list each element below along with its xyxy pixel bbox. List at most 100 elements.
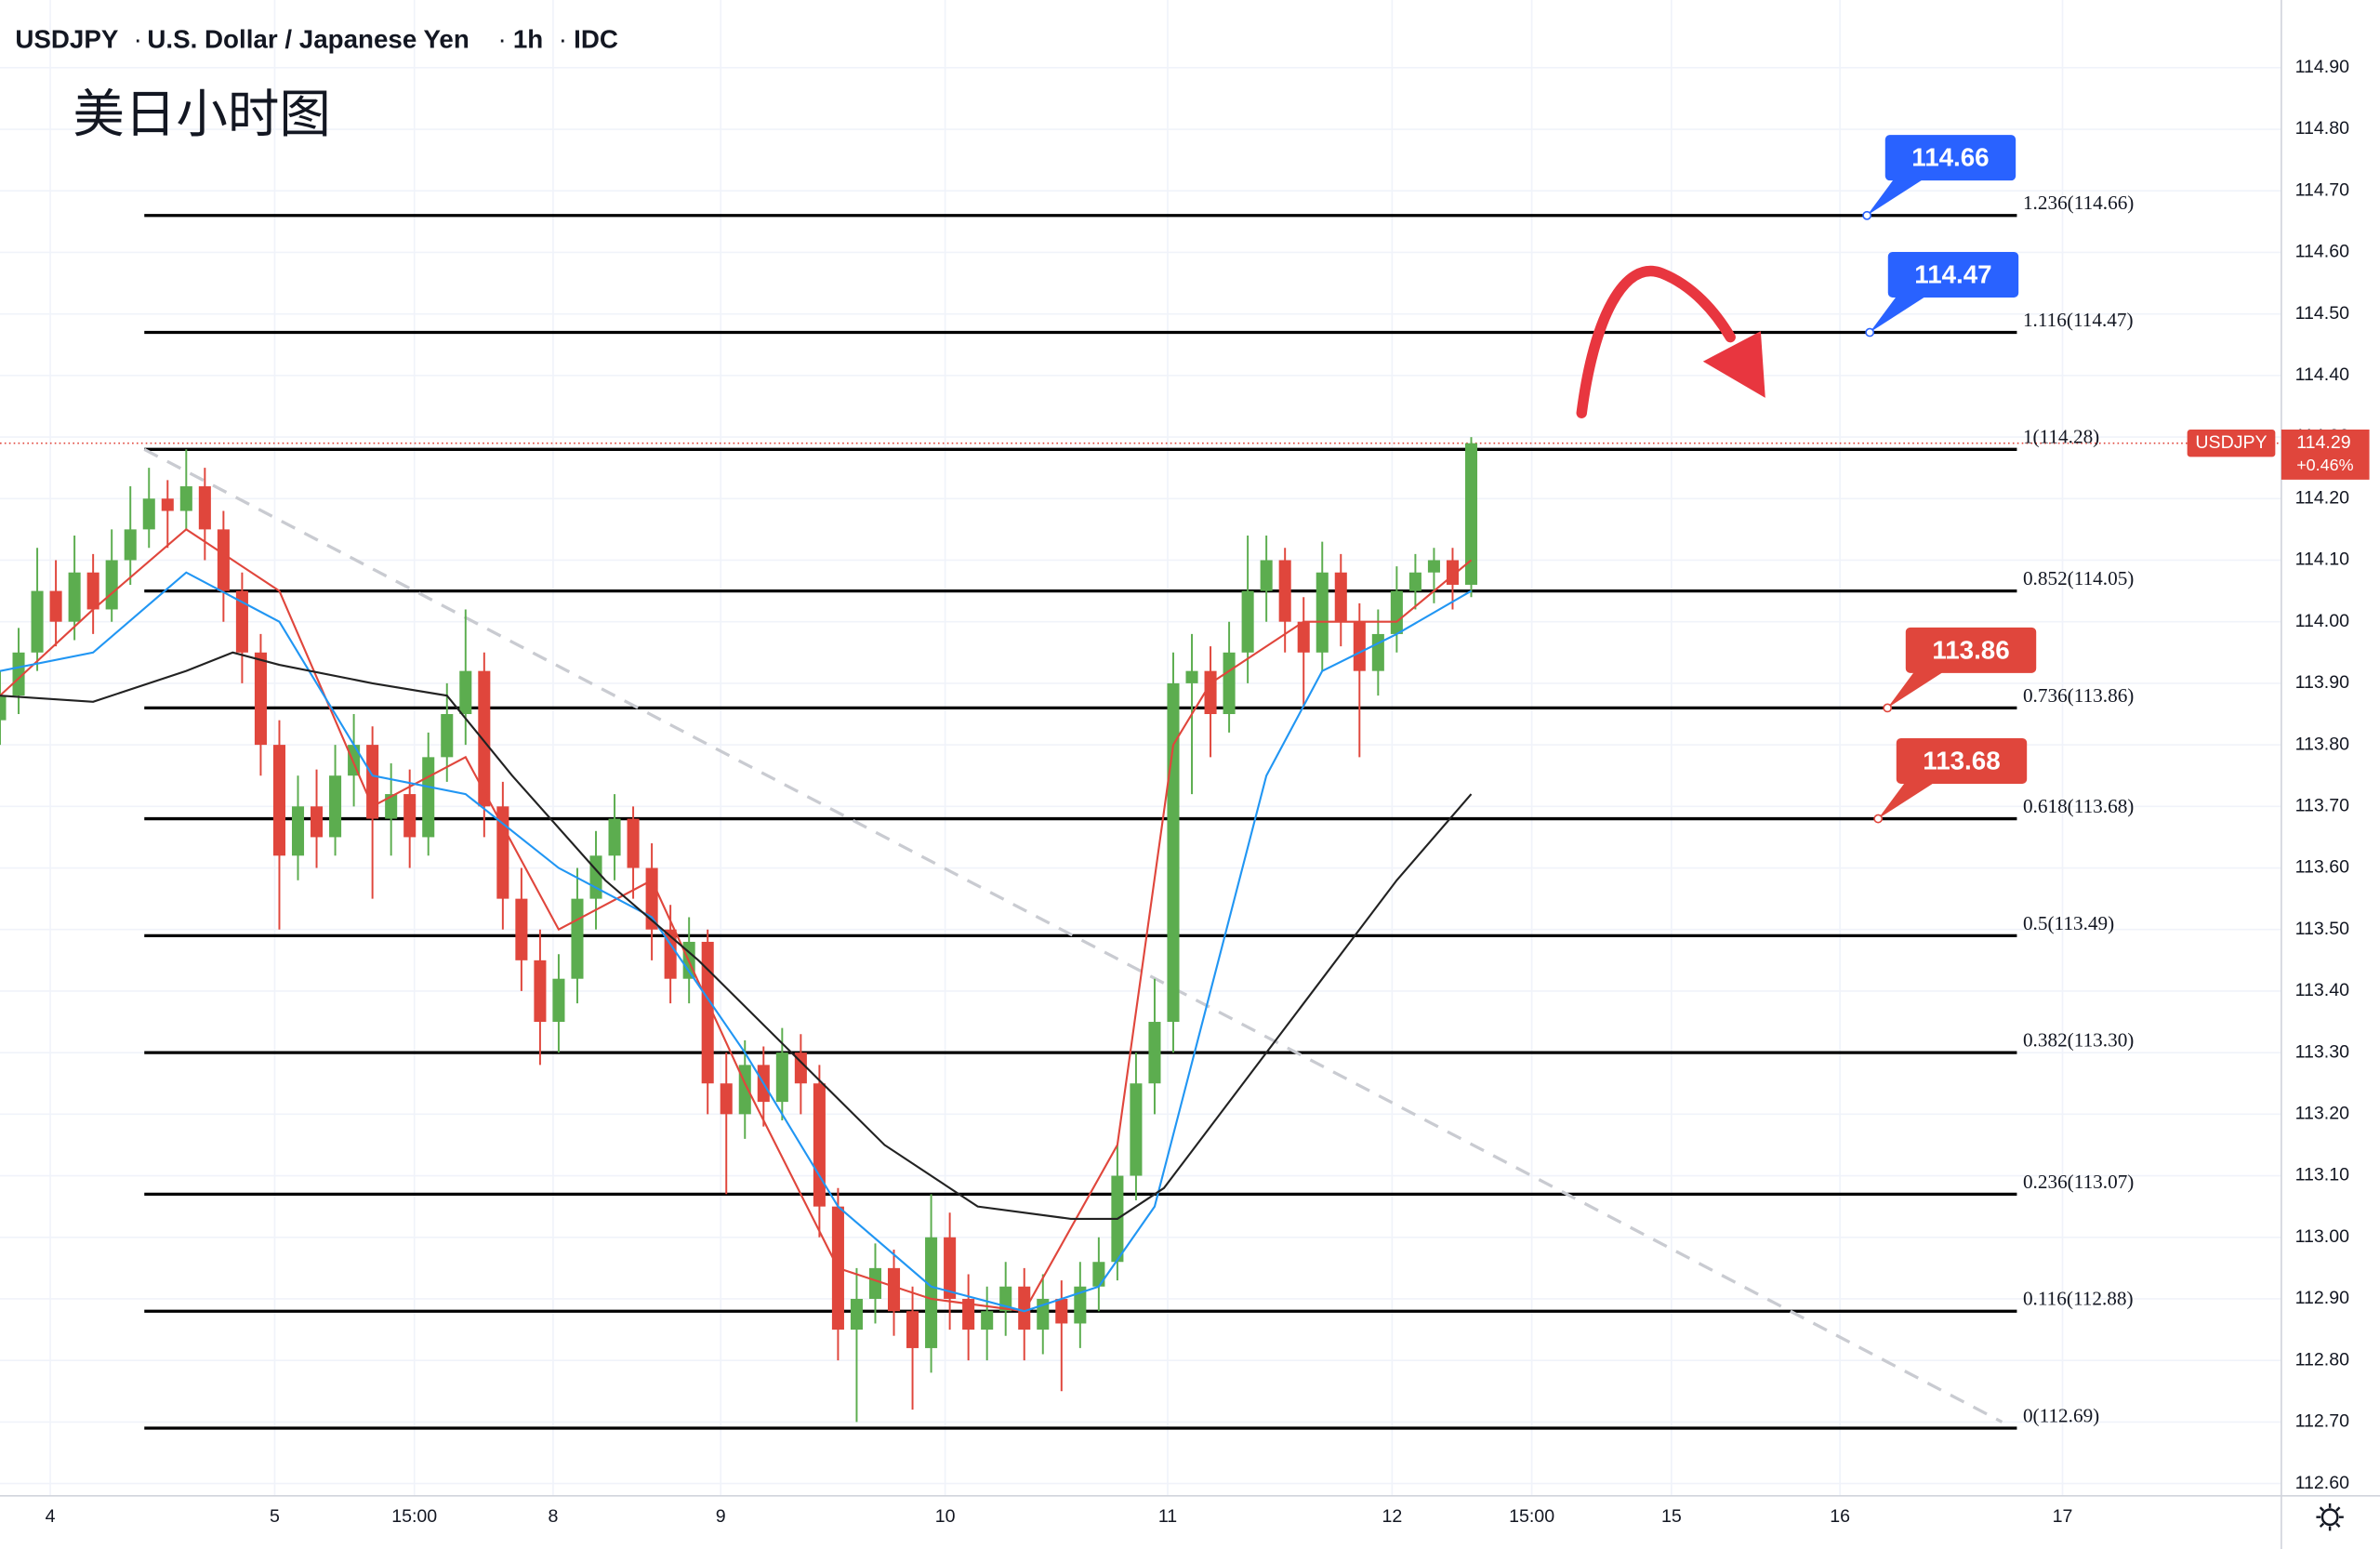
price-tag-value: 114.29 [2296,432,2350,453]
candle-body [311,806,324,838]
symbol-name: U.S. Dollar / Japanese Yen [147,24,469,53]
candle-body [198,486,211,530]
y-tick-label: 114.00 [2295,611,2350,631]
candle-body [887,1267,901,1312]
candle-body [1204,670,1217,715]
candle-body [552,978,565,1023]
candle-body [720,1083,733,1115]
price-tag [2281,429,2370,480]
candle-body [850,1298,863,1331]
candle-body [962,1298,975,1331]
candle-body [385,794,398,819]
candle-body [142,498,155,530]
symbol-tag-label: USDJPY [2195,432,2267,453]
x-tick-label: 4 [46,1506,56,1527]
callout-box [1905,627,2037,673]
callout-label: 114.66 [1911,143,1989,172]
y-tick-label: 113.20 [2295,1104,2350,1124]
y-tick-label: 114.80 [2295,118,2350,139]
candle-body [906,1311,919,1348]
x-tick-label: 15:00 [1509,1506,1554,1527]
candle-body [515,898,528,960]
x-tick-label: 12 [1382,1506,1402,1527]
y-tick-label: 112.70 [2295,1411,2350,1432]
candle-body [1316,572,1329,653]
callout-box [1884,135,2016,181]
candle-body [235,590,248,653]
candle-body [291,806,305,856]
callout-anchor [1862,210,1872,220]
moving-average [0,651,1473,1220]
candle-body [925,1237,938,1348]
fib-label: 0.5(113.49) [2023,912,2114,934]
symbol-tag [2187,429,2276,457]
y-tick-label: 113.00 [2295,1226,2350,1247]
candle-body [1055,1298,1068,1324]
y-tick-label: 112.60 [2295,1473,2350,1493]
candle-body [1018,1286,1031,1331]
y-tick-label: 114.10 [2295,549,2350,570]
fib-label: 0.116(112.88) [2023,1288,2134,1310]
trendline [143,447,2003,1423]
candle-body [478,670,491,807]
candle-body [1334,572,1347,622]
candle-body [179,486,192,511]
x-tick-label: 15:00 [391,1506,437,1527]
callout-pointer [1878,777,1942,819]
y-tick-label: 112.90 [2295,1288,2350,1308]
candle-body [68,572,81,622]
fib-label: 1.116(114.47) [2023,309,2134,331]
candle-body [366,745,379,819]
candle-body [254,652,267,746]
candle-body [701,941,714,1084]
y-tick-label: 114.20 [2295,487,2350,508]
candle-body [1371,633,1384,671]
candle-body [31,590,44,653]
fib-label: 1(114.28) [2023,426,2099,448]
settings-icon[interactable] [2316,1503,2344,1531]
candle-body [86,572,99,610]
candle-body [571,898,584,979]
fib-label: 0.382(113.30) [2023,1029,2134,1052]
grid [0,0,2281,1496]
candle-body [1185,670,1198,683]
curved-arrow [1576,265,1765,418]
candle-body [1241,590,1254,653]
x-tick-label: 8 [548,1506,558,1527]
candle-body [868,1267,882,1299]
candle-body [534,960,547,1023]
y-tick-label: 113.60 [2295,857,2350,878]
fib-label: 0.618(113.68) [2023,795,2134,817]
y-tick-label: 112.80 [2295,1349,2350,1370]
callout-label: 113.86 [1932,635,2009,664]
candle-body [944,1237,957,1299]
candle-body [161,498,174,511]
interval: 1h [513,24,543,53]
y-tick-label: 114.70 [2295,179,2350,200]
candle-body [0,695,7,721]
y-tick-label: 113.70 [2295,795,2350,815]
candle-body [1130,1083,1143,1176]
candle-body [1427,560,1440,573]
y-tick-label: 113.80 [2295,734,2350,754]
x-tick-label: 10 [935,1506,956,1527]
callout-box [1887,251,2019,298]
candle-body [608,818,621,856]
fib-label: 0.736(113.86) [2023,684,2134,707]
callout-pointer [1867,174,1931,216]
candle-body [272,745,286,856]
candle-body [1148,1022,1161,1084]
candle-body [422,757,435,838]
x-tick-label: 5 [270,1506,280,1527]
candle-body [49,590,62,622]
chart-title: 美日小时图 [73,86,331,143]
y-tick-label: 114.50 [2295,303,2350,324]
y-tick-label: 113.50 [2295,919,2350,939]
callout-label: 113.68 [1923,746,2000,774]
candle-body [217,529,230,591]
candle-body [1092,1262,1105,1287]
candle-body [981,1311,994,1331]
x-tick-label: 16 [1830,1506,1850,1527]
moving-average [0,571,1473,1313]
